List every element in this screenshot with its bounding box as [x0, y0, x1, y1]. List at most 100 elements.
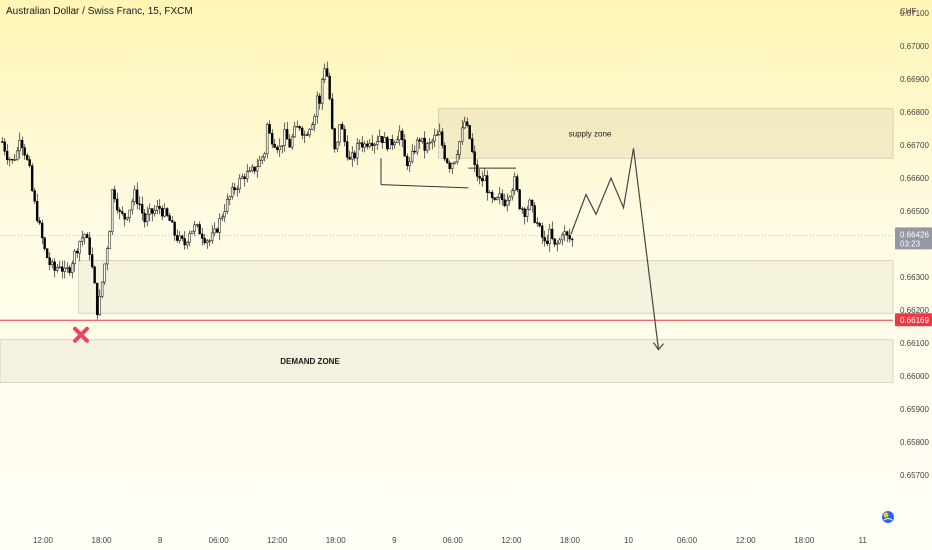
candle-body — [100, 281, 104, 297]
candle-body — [73, 250, 76, 265]
candle-body — [393, 142, 396, 146]
candle-body — [268, 124, 271, 134]
candle-body — [233, 187, 236, 191]
candle-body — [453, 161, 456, 164]
candle-body — [545, 240, 549, 244]
candle-body — [270, 132, 274, 145]
currency-label: CHF — [900, 7, 917, 16]
candle-body — [458, 141, 461, 155]
candle-body — [285, 129, 289, 140]
candle-body — [15, 150, 19, 160]
candle-body — [440, 131, 444, 146]
y-tick-label: 0.66700 — [900, 141, 929, 150]
candle-body — [350, 152, 354, 160]
candle-body — [265, 124, 269, 155]
candle-body — [113, 189, 116, 200]
candle-body — [503, 199, 506, 207]
candle-body — [330, 98, 334, 129]
candle-body — [313, 116, 316, 125]
candle-body — [215, 228, 219, 233]
candle-body — [38, 220, 41, 224]
x-tick-label: 12:00 — [501, 536, 522, 545]
candle-body — [475, 164, 479, 177]
x-tick-label: 18:00 — [794, 536, 815, 545]
candle-body — [80, 237, 84, 242]
candle-body — [345, 141, 349, 158]
candle-body — [123, 213, 126, 220]
candle-body — [143, 212, 146, 223]
candle-body — [150, 208, 154, 214]
candle-body — [438, 131, 441, 135]
x-tick-label: 18:00 — [326, 536, 347, 545]
candle-body — [278, 146, 281, 151]
candle-body — [103, 263, 106, 283]
candle-body — [410, 150, 414, 163]
current-price-label: 0.66426 — [900, 230, 929, 239]
candle-body — [378, 136, 381, 142]
candle-body — [13, 159, 16, 161]
candle-body — [33, 190, 36, 202]
candle-body — [0, 141, 4, 143]
y-tick-label: 0.66800 — [900, 108, 929, 117]
candle-body — [375, 141, 379, 145]
candle-body — [90, 254, 94, 268]
current-price-tag — [895, 227, 932, 250]
candle-body — [520, 208, 524, 210]
candle-body — [283, 129, 286, 146]
candle-body — [170, 220, 174, 223]
candle-body — [405, 156, 409, 167]
candle-body — [120, 211, 124, 214]
candle-body — [465, 121, 469, 126]
candle-body — [443, 145, 446, 160]
candle-body — [310, 124, 314, 130]
candle-body — [185, 241, 189, 246]
candle-body — [160, 208, 164, 217]
candle-body — [115, 198, 119, 211]
candle-body — [145, 214, 149, 223]
candle-body — [488, 191, 491, 194]
candle-body — [423, 137, 426, 151]
candle-body — [220, 216, 224, 219]
candle-body — [428, 142, 431, 144]
candle-body — [398, 130, 401, 141]
candle-body — [158, 206, 161, 209]
candle-body — [495, 197, 499, 200]
candle-body — [498, 193, 501, 198]
candle-body — [108, 231, 111, 250]
candle-body — [110, 189, 114, 232]
candle-body — [213, 228, 216, 234]
candle-body — [300, 127, 304, 136]
candle-body — [490, 191, 494, 199]
candle-body — [25, 154, 29, 160]
y-tick-label: 0.66600 — [900, 174, 929, 183]
projection-arrowhead — [653, 342, 664, 351]
x-tick-label: 9 — [392, 536, 397, 545]
candle-body — [483, 175, 486, 182]
candle-body — [198, 224, 201, 235]
candle-body — [343, 128, 346, 142]
y-tick-label: 0.67000 — [900, 42, 929, 51]
candle-body — [183, 238, 186, 246]
countdown-label: 03:23 — [900, 239, 921, 248]
level-price-tag — [895, 313, 932, 327]
candle-body — [480, 178, 484, 182]
candle-body — [563, 231, 566, 236]
candle-body — [385, 137, 389, 150]
candle-body — [558, 239, 561, 244]
x-tick-label: 18:00 — [560, 536, 581, 545]
candle-body — [135, 189, 139, 205]
candle-body — [468, 125, 471, 139]
candle-body — [238, 178, 241, 190]
x-tick-label: 06:00 — [209, 536, 230, 545]
candle-body — [148, 208, 151, 215]
candle-body — [388, 138, 391, 150]
candle-body — [273, 143, 276, 148]
candle-body — [383, 137, 386, 143]
candle-body — [553, 238, 556, 245]
candle-body — [400, 130, 404, 141]
candle-body — [518, 189, 521, 209]
x-tick-label: 12:00 — [33, 536, 54, 545]
candle-body — [513, 176, 516, 191]
candle-body — [335, 141, 339, 150]
